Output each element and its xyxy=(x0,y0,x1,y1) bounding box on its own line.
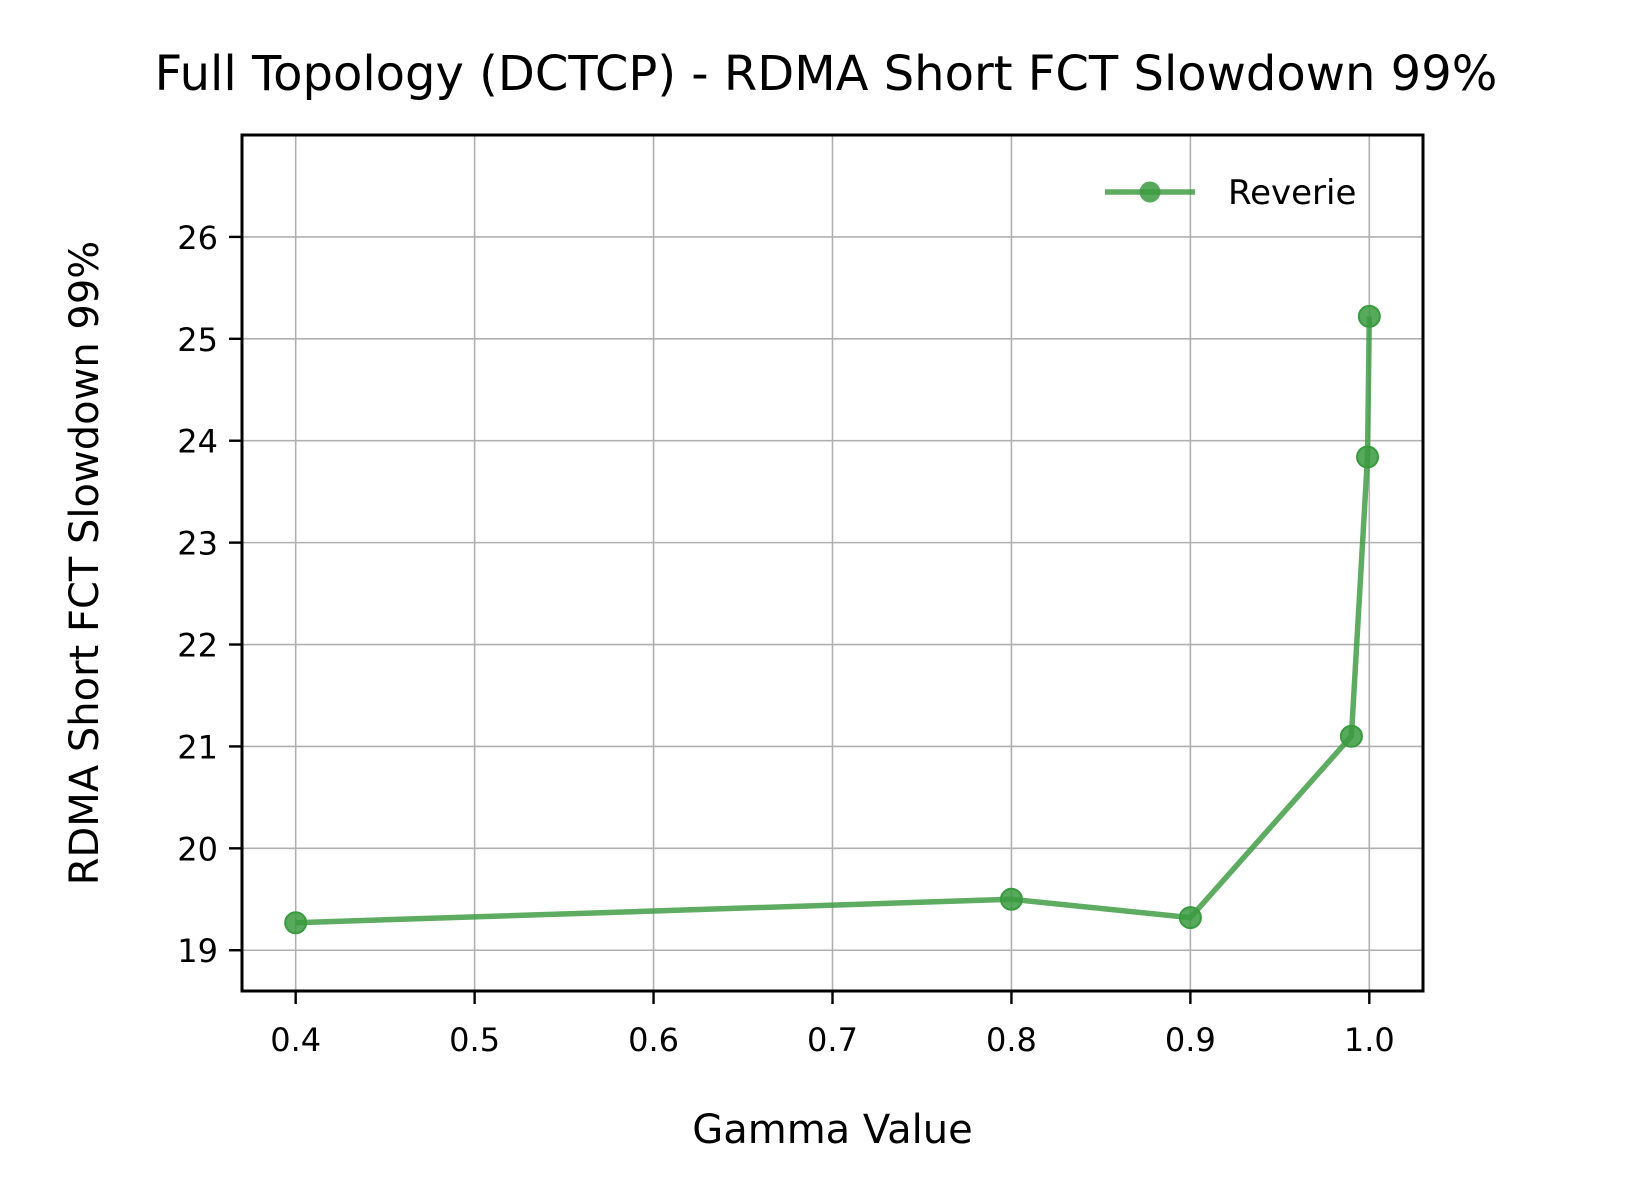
y-axis: 19 20 21 22 23 24 25 26 xyxy=(177,219,242,970)
x-tick-label-2: 0.6 xyxy=(628,1021,679,1059)
x-tick-label-5: 0.9 xyxy=(1165,1021,1216,1059)
data-point-0-2 xyxy=(1178,906,1202,930)
legend: Reverie xyxy=(1105,173,1356,213)
y-tick-label-2: 21 xyxy=(177,728,218,766)
x-tick-label-6: 1.0 xyxy=(1344,1021,1395,1059)
legend-label-reverie: Reverie xyxy=(1228,173,1356,213)
y-tick-label-6: 25 xyxy=(177,321,218,359)
y-axis-label: RDMA Short FCT Slowdown 99% xyxy=(62,241,108,886)
data-point-0-5 xyxy=(1357,304,1381,328)
x-tick-label-0: 0.4 xyxy=(270,1021,321,1059)
y-tick-label-4: 23 xyxy=(177,525,218,563)
y-tick-label-1: 20 xyxy=(177,830,218,868)
y-tick-label-0: 19 xyxy=(177,932,218,970)
x-tick-label-4: 0.8 xyxy=(986,1021,1037,1059)
chart-title: Full Topology (DCTCP) - RDMA Short FCT S… xyxy=(155,46,1498,102)
y-tick-label-3: 22 xyxy=(177,627,218,665)
data-point-0-4 xyxy=(1356,445,1380,469)
legend-marker-reverie xyxy=(1139,181,1161,203)
data-point-0-0 xyxy=(284,911,308,935)
x-axis: 0.4 0.5 0.6 0.7 0.8 0.9 1.0 xyxy=(270,991,1395,1059)
series-layer xyxy=(284,304,1381,935)
y-tick-label-5: 24 xyxy=(177,423,218,461)
y-tick-label-7: 26 xyxy=(177,219,218,257)
x-tick-label-1: 0.5 xyxy=(449,1021,500,1059)
x-tick-label-3: 0.7 xyxy=(807,1021,858,1059)
grid xyxy=(242,135,1423,991)
series-line-0 xyxy=(295,316,1373,926)
x-axis-label: Gamma Value xyxy=(692,1107,973,1153)
data-point-0-3 xyxy=(1339,724,1363,748)
data-point-0-1 xyxy=(999,887,1023,911)
